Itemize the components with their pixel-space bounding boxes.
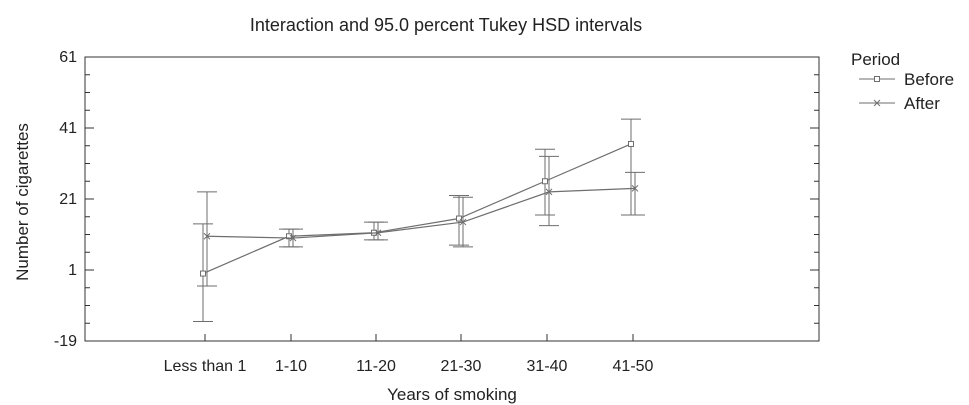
marker-stroke: [459, 218, 467, 226]
series-layer: [193, 118, 645, 322]
marker-stroke: [374, 229, 382, 237]
data-point-square: [456, 215, 462, 222]
data-point-x: [545, 188, 553, 196]
legend-label: After: [904, 94, 940, 113]
data-point-square: [628, 140, 634, 147]
data-point-x: [631, 184, 639, 192]
series-line: [206, 187, 636, 239]
legend-label: Before: [904, 70, 954, 89]
marker-stroke: [631, 184, 639, 192]
x-axis-label: Years of smoking: [387, 385, 517, 404]
legend-marker-square: [874, 76, 880, 82]
axis-ticks: -19 1 21 41 61 Less than 1 1-10 11-20 21-30 31-40…: [54, 49, 819, 375]
data-point-square: [542, 178, 548, 185]
legend-marker-x: [873, 99, 881, 107]
y-tick-label: 41: [59, 120, 77, 137]
marker-stroke: [873, 99, 881, 107]
x-tick-label: 31-40: [527, 358, 568, 375]
data-point-x: [203, 232, 211, 240]
marker-stroke: [545, 188, 553, 196]
marker-stroke: [203, 232, 211, 240]
series-after: [197, 155, 645, 287]
series-before: [193, 118, 641, 322]
y-tick-label: 21: [59, 191, 77, 208]
legend: Period Before After: [851, 50, 954, 113]
legend-entry-after: After: [859, 94, 940, 113]
data-point-x: [459, 218, 467, 226]
marker-stroke: [289, 234, 297, 242]
data-point-x: [374, 229, 382, 237]
x-tick-label: 1-10: [275, 358, 307, 375]
chart-title: Interaction and 95.0 percent Tukey HSD i…: [250, 15, 642, 35]
y-tick-label: 61: [59, 49, 77, 66]
x-tick-label: 41-50: [613, 358, 654, 375]
x-tick-label: Less than 1: [164, 358, 247, 375]
y-axis-label: Number of cigarettes: [13, 123, 32, 281]
x-tick-label: 21-30: [441, 358, 482, 375]
series-line: [202, 143, 632, 275]
plot-frame: [84, 56, 820, 342]
legend-entry-before: Before: [859, 70, 954, 89]
data-point-x: [289, 234, 297, 242]
y-tick-label: 1: [68, 262, 77, 279]
data-point-square: [200, 270, 206, 277]
x-tick-label: 11-20: [356, 358, 396, 375]
y-tick-label: -19: [54, 333, 77, 350]
legend-title: Period: [851, 50, 900, 69]
